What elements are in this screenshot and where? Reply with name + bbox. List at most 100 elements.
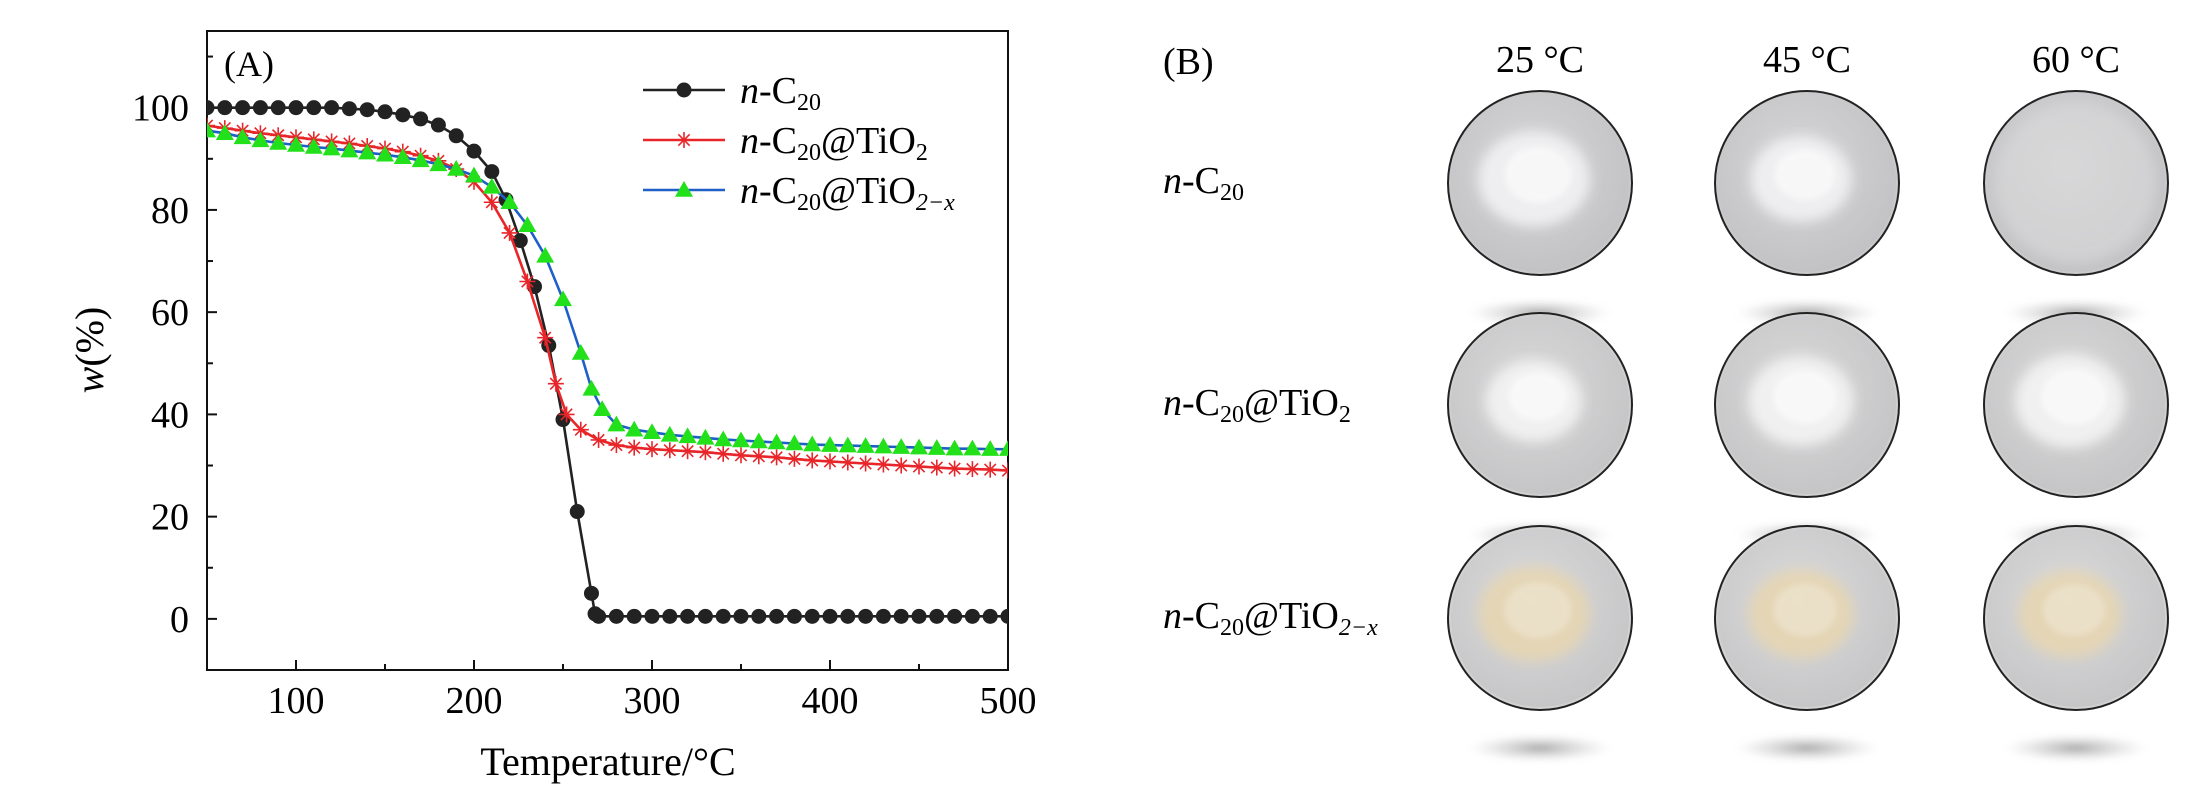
powder-highlight	[2041, 369, 2107, 425]
data-point	[430, 117, 446, 133]
data-point	[911, 608, 927, 624]
data-point	[981, 440, 1000, 456]
column-header: 45 °C	[1763, 39, 1851, 81]
data-point	[768, 449, 785, 466]
data-point	[697, 608, 713, 624]
data-point	[767, 433, 786, 450]
data-point	[590, 431, 607, 448]
data-point	[874, 437, 893, 454]
data-point	[822, 608, 838, 624]
data-point	[287, 135, 305, 152]
data-point	[714, 430, 733, 447]
y-tick-label: 100	[132, 88, 189, 130]
data-point	[376, 145, 394, 162]
data-point	[696, 428, 715, 445]
data-point	[750, 448, 767, 465]
sample-photos	[1447, 90, 2169, 762]
data-point	[821, 436, 839, 452]
axis-ticks: 100 200 300 400 500 0 20 40 60 80 100	[132, 55, 1037, 722]
data-point	[235, 100, 251, 116]
data-point	[715, 608, 731, 624]
data-point	[306, 100, 322, 116]
data-point	[429, 155, 448, 172]
data-point	[945, 439, 964, 456]
data-point	[466, 143, 482, 159]
data-point	[558, 406, 575, 423]
data-point	[644, 608, 660, 624]
data-point	[910, 438, 928, 455]
series-n-c20-tio2-x	[207, 121, 1008, 456]
data-point	[733, 608, 749, 624]
data-point	[377, 104, 393, 120]
data-point	[964, 608, 980, 624]
x-tick-label: 200	[446, 680, 503, 722]
data-point	[732, 431, 750, 448]
data-point	[341, 101, 357, 117]
data-point	[840, 608, 856, 624]
data-point	[661, 442, 678, 459]
data-point	[660, 425, 679, 442]
sample-dish	[1983, 312, 2169, 549]
data-point	[678, 427, 697, 444]
data-point	[822, 453, 838, 470]
panel-label-a: (A)	[224, 44, 274, 84]
data-point	[676, 132, 692, 148]
data-point	[215, 124, 234, 140]
legend-entry: n-C20@TiO2−x	[643, 170, 955, 216]
data-point	[751, 608, 767, 624]
legend-label: n-C20@TiO2−x	[740, 170, 955, 216]
tga-chart: (A) 100 200 300 400 500 0 20 40 60 80 100 Temperat…	[67, 30, 1037, 784]
y-tick-label: 20	[151, 497, 189, 539]
data-point	[359, 102, 375, 118]
powder-highlight	[2043, 584, 2105, 636]
data-point	[839, 454, 856, 471]
legend-label: n-C20@TiO2	[740, 120, 928, 166]
data-point	[251, 131, 270, 148]
data-point	[964, 461, 981, 478]
sample-dish	[1447, 525, 1633, 762]
data-point	[893, 608, 909, 624]
data-point	[413, 111, 429, 127]
data-point	[626, 439, 643, 456]
column-header: 25 °C	[1496, 39, 1584, 81]
data-point	[411, 151, 430, 168]
sample-dish	[1714, 312, 1900, 549]
data-point	[322, 139, 341, 156]
data-point	[856, 437, 875, 453]
data-point	[519, 273, 536, 290]
series-group	[207, 100, 1008, 624]
data-point	[679, 443, 696, 460]
data-point	[572, 421, 589, 438]
melted-film	[1996, 103, 2156, 263]
data-point	[963, 439, 982, 456]
data-point	[207, 100, 215, 116]
y-tick-label: 60	[151, 292, 189, 334]
dish-shadow	[1468, 734, 1612, 762]
data-point	[501, 224, 518, 241]
data-point	[929, 608, 945, 624]
data-point	[982, 608, 998, 624]
data-point	[518, 216, 537, 233]
data-point	[875, 608, 891, 624]
legend-label: n-C20	[740, 70, 821, 116]
data-point	[465, 166, 483, 183]
data-point	[593, 400, 612, 417]
data-point	[786, 608, 802, 624]
x-tick-label: 400	[802, 680, 859, 722]
y-tick-label: 0	[170, 599, 189, 641]
y-axis-label: w(%)	[67, 307, 112, 394]
data-point	[608, 437, 625, 454]
data-point	[233, 128, 252, 145]
data-point	[625, 420, 644, 437]
data-point	[804, 608, 820, 624]
sample-dish	[1447, 90, 1633, 327]
data-point	[554, 290, 572, 307]
data-point	[928, 459, 945, 476]
data-point	[927, 439, 946, 455]
sample-dish	[1983, 525, 2169, 762]
data-point	[749, 432, 768, 449]
data-point	[982, 461, 999, 478]
row-label: n-C20@TiO2	[1163, 382, 1351, 428]
row-label: n-C20	[1163, 160, 1244, 206]
